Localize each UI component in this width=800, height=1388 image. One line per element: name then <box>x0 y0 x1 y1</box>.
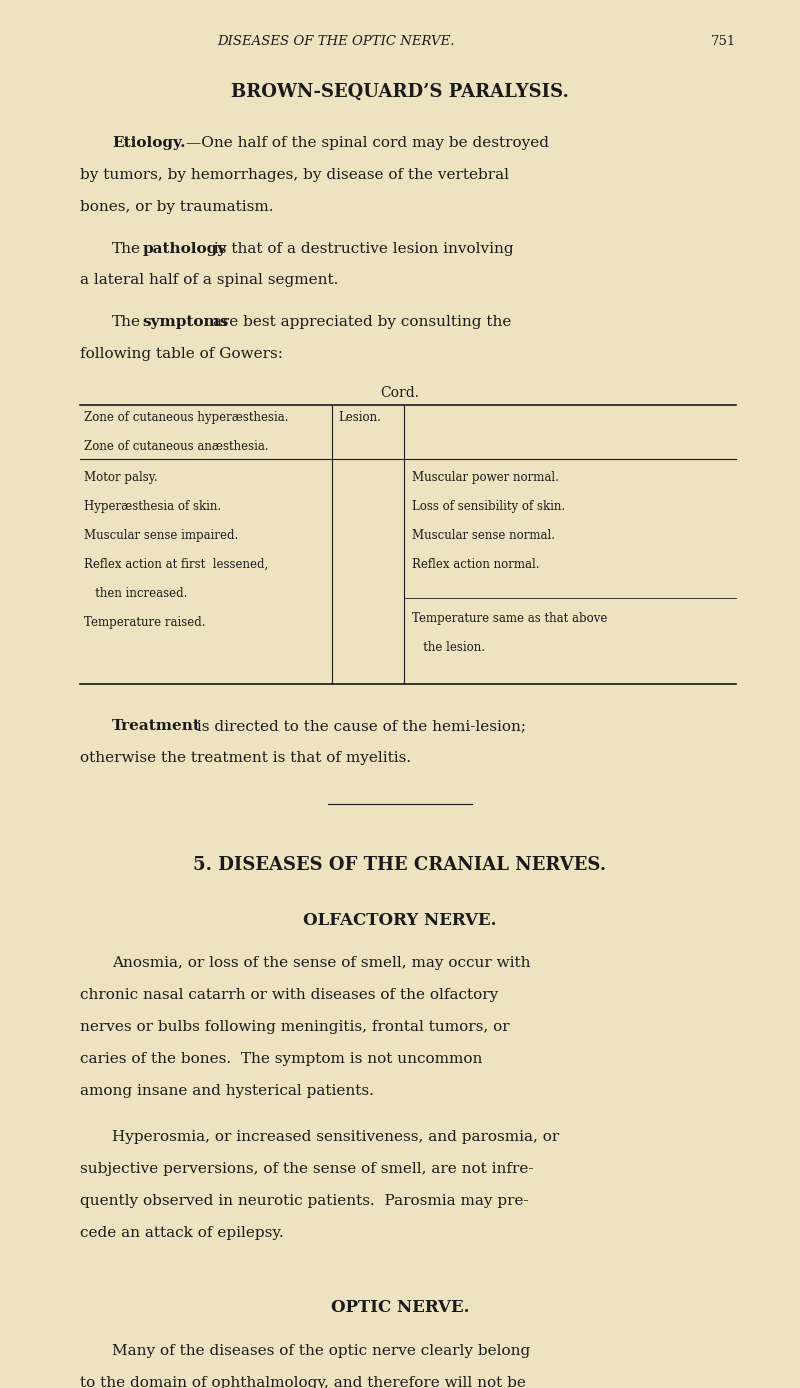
Text: among insane and hysterical patients.: among insane and hysterical patients. <box>80 1084 374 1098</box>
Text: Hyperosmia, or increased sensitiveness, and parosmia, or: Hyperosmia, or increased sensitiveness, … <box>112 1130 559 1144</box>
Text: then increased.: then increased. <box>84 587 187 600</box>
Text: Cord.: Cord. <box>381 386 419 400</box>
Text: cede an attack of epilepsy.: cede an attack of epilepsy. <box>80 1226 284 1239</box>
Text: Reflex action at first  lessened,: Reflex action at first lessened, <box>84 558 268 570</box>
Text: DISEASES OF THE OPTIC NERVE.: DISEASES OF THE OPTIC NERVE. <box>218 35 454 47</box>
Text: Anosmia, or loss of the sense of smell, may occur with: Anosmia, or loss of the sense of smell, … <box>112 956 530 970</box>
Text: symptoms: symptoms <box>142 315 229 329</box>
Text: Loss of sensibility of skin.: Loss of sensibility of skin. <box>412 500 565 512</box>
Text: Zone of cutaneous anæsthesia.: Zone of cutaneous anæsthesia. <box>84 440 269 452</box>
Text: Temperature same as that above: Temperature same as that above <box>412 612 607 625</box>
Text: BROWN-SEQUARD’S PARALYSIS.: BROWN-SEQUARD’S PARALYSIS. <box>231 83 569 101</box>
Text: is directed to the cause of the hemi-lesion;: is directed to the cause of the hemi-les… <box>192 719 526 733</box>
Text: The: The <box>112 315 141 329</box>
Text: following table of Gowers:: following table of Gowers: <box>80 347 283 361</box>
Text: bones, or by traumatism.: bones, or by traumatism. <box>80 200 274 214</box>
Text: Treatment: Treatment <box>112 719 201 733</box>
Text: pathology: pathology <box>142 242 226 255</box>
Text: OLFACTORY NERVE.: OLFACTORY NERVE. <box>303 912 497 929</box>
Text: Zone of cutaneous hyperæsthesia.: Zone of cutaneous hyperæsthesia. <box>84 411 289 423</box>
Text: nerves or bulbs following meningitis, frontal tumors, or: nerves or bulbs following meningitis, fr… <box>80 1020 510 1034</box>
Text: Motor palsy.: Motor palsy. <box>84 471 158 483</box>
Text: Muscular sense normal.: Muscular sense normal. <box>412 529 555 541</box>
Text: are best appreciated by consulting the: are best appreciated by consulting the <box>208 315 511 329</box>
Text: subjective perversions, of the sense of smell, are not infre-: subjective perversions, of the sense of … <box>80 1162 534 1176</box>
Text: is that of a destructive lesion involving: is that of a destructive lesion involvin… <box>209 242 514 255</box>
Text: 751: 751 <box>710 35 736 47</box>
Text: Etiology.: Etiology. <box>112 136 186 150</box>
Text: by tumors, by hemorrhages, by disease of the vertebral: by tumors, by hemorrhages, by disease of… <box>80 168 509 182</box>
Text: caries of the bones.  The symptom is not uncommon: caries of the bones. The symptom is not … <box>80 1052 482 1066</box>
Text: to the domain of ophthalmology, and therefore will not be: to the domain of ophthalmology, and ther… <box>80 1376 526 1388</box>
Text: the lesion.: the lesion. <box>412 641 485 654</box>
Text: The: The <box>112 242 141 255</box>
Text: Muscular sense impaired.: Muscular sense impaired. <box>84 529 238 541</box>
Text: otherwise the treatment is that of myelitis.: otherwise the treatment is that of myeli… <box>80 751 411 765</box>
Text: Hyperæsthesia of skin.: Hyperæsthesia of skin. <box>84 500 221 512</box>
Text: Reflex action normal.: Reflex action normal. <box>412 558 539 570</box>
Text: Muscular power normal.: Muscular power normal. <box>412 471 559 483</box>
Text: —One half of the spinal cord may be destroyed: —One half of the spinal cord may be dest… <box>186 136 550 150</box>
Text: OPTIC NERVE.: OPTIC NERVE. <box>330 1299 470 1316</box>
Text: quently observed in neurotic patients.  Parosmia may pre-: quently observed in neurotic patients. P… <box>80 1194 529 1208</box>
Text: Lesion.: Lesion. <box>338 411 382 423</box>
Text: a lateral half of a spinal segment.: a lateral half of a spinal segment. <box>80 273 338 287</box>
Text: Many of the diseases of the optic nerve clearly belong: Many of the diseases of the optic nerve … <box>112 1344 530 1357</box>
Text: Temperature raised.: Temperature raised. <box>84 616 206 629</box>
Text: chronic nasal catarrh or with diseases of the olfactory: chronic nasal catarrh or with diseases o… <box>80 988 498 1002</box>
Text: 5. DISEASES OF THE CRANIAL NERVES.: 5. DISEASES OF THE CRANIAL NERVES. <box>194 856 606 874</box>
